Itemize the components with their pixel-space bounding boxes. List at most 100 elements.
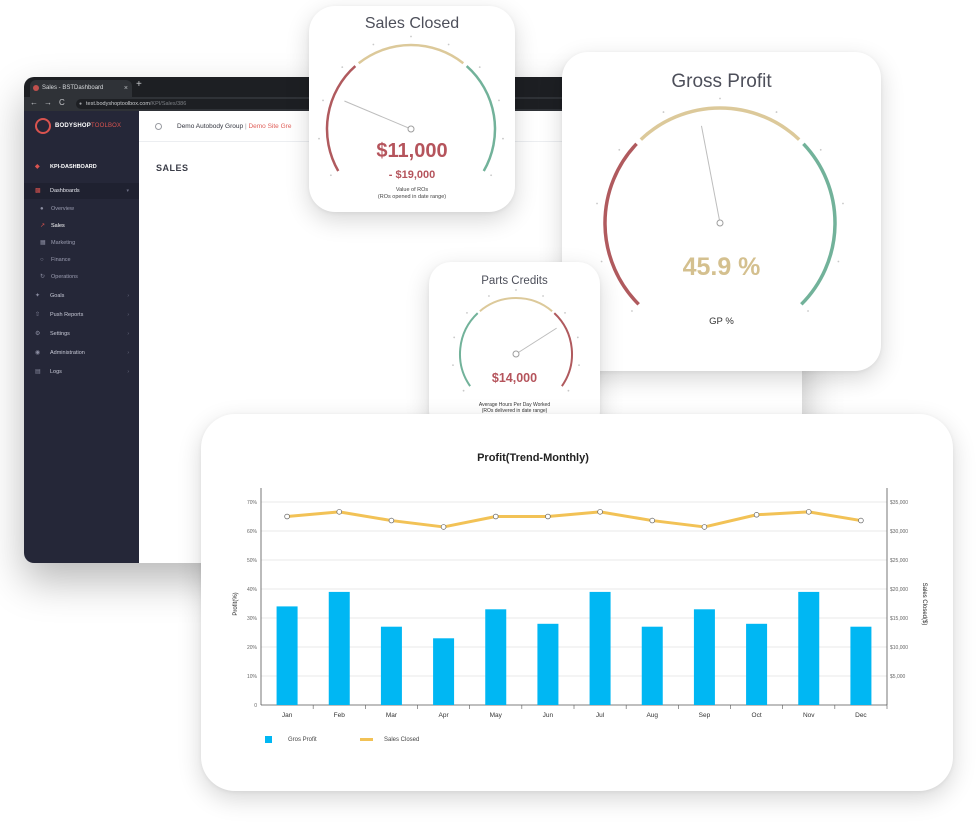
sidebar-item-finance[interactable]: ○ Finance [24, 252, 139, 269]
gauge-tick [600, 260, 603, 263]
gauge-tick [341, 66, 344, 69]
sidebar-item-push-reports[interactable]: ⇧ Push Reports › [24, 307, 139, 323]
parts-credits-value: $14,000 [491, 371, 538, 385]
x-tick-label: Dec [855, 712, 867, 719]
line-point [753, 512, 760, 518]
gauge-needle [344, 100, 412, 130]
x-tick-label: Jul [596, 712, 605, 719]
back-icon[interactable]: ← [30, 98, 38, 107]
sidebar-item-settings[interactable]: ⚙ Settings › [24, 326, 139, 342]
overview-icon: ● [40, 206, 44, 212]
gauge-arc-segment [800, 142, 837, 306]
sidebar-kpi-dashboard[interactable]: ◆ KPI-DASHBOARD [24, 159, 139, 175]
gross-profit-title: Gross Profit [671, 71, 772, 92]
gauge-tick [372, 43, 375, 46]
parts-credits-gauge [452, 289, 580, 392]
group-selector[interactable]: Demo Autobody Group | Demo Site Gre [177, 123, 291, 130]
line-point [858, 517, 864, 524]
bar [693, 609, 715, 705]
gauge-tick [564, 311, 566, 314]
gauge-tick [478, 66, 481, 69]
y2-tick-label: $25,000 [890, 558, 908, 564]
parts-credits-caption-2: (ROs delivered in date range) [481, 408, 548, 414]
y2-axis-label: Sales Closed($) [921, 583, 927, 626]
gauge-tick [618, 148, 621, 151]
sidebar-item-sales[interactable]: ↗ Sales [24, 218, 139, 235]
new-tab-icon[interactable]: + [136, 79, 142, 90]
legend-label-sales-closed: Sales Closed [384, 737, 419, 743]
close-tab-icon[interactable]: × [123, 85, 128, 92]
sales-closed-title: Sales Closed [364, 15, 460, 32]
x-tick-label: Feb [334, 712, 346, 719]
gauge-tick [329, 174, 332, 177]
gauge-hub [512, 350, 520, 358]
gross-profit-gauge [596, 97, 844, 312]
sales-closed-gauge [318, 35, 504, 177]
menu-toggle-icon[interactable] [155, 123, 162, 130]
y-tick-label: 70% [247, 500, 258, 506]
administration-icon: ◉ [35, 350, 41, 356]
gauge-tick [807, 310, 809, 312]
gauge-arc-segment [603, 142, 640, 306]
forward-icon[interactable]: → [44, 98, 52, 107]
line-point [597, 509, 603, 515]
sidebar-item-label: Dashboards [50, 188, 80, 194]
sidebar-item-overview[interactable]: ● Overview [24, 201, 139, 218]
url-path: /KPI/Sales/386 [149, 101, 187, 107]
logo-accent: TOOLBOX [90, 123, 122, 129]
x-tick-label: Sep [699, 712, 711, 719]
gauge-tick [542, 295, 544, 297]
settings-icon: ⚙ [35, 331, 41, 337]
x-tick-label: Jan [282, 712, 293, 719]
x-tick-label: Nov [803, 712, 815, 719]
gauge-tick [596, 202, 598, 205]
x-tick-label: May [490, 712, 503, 719]
line-point [805, 509, 812, 515]
x-tick-label: Aug [646, 712, 658, 719]
legend-swatch-bar [265, 736, 272, 743]
sidebar-item-dashboards[interactable]: ▩ Dashboards ▾ [24, 183, 139, 199]
gauge-tick [775, 111, 778, 113]
reload-icon[interactable]: C [59, 98, 65, 107]
gross-profit-caption: GP % [709, 316, 734, 327]
kpi-icon: ◆ [35, 164, 40, 170]
bar [433, 638, 455, 705]
gauge-needle [700, 125, 721, 224]
gauge-tick [452, 364, 454, 367]
sidebar-kpi-label: KPI-DASHBOARD [50, 164, 97, 170]
y-tick-label: 20% [247, 645, 258, 651]
sidebar-item-goals[interactable]: ✦ Goals › [24, 288, 139, 304]
sidebar-item-operations[interactable]: ↻ Operations [24, 269, 139, 286]
profit-trend-chart: Profit(Trend-Monthly) Profit(%) Sales Cl… [233, 452, 927, 743]
sidebar-item-label: Push Reports [50, 312, 84, 318]
y2-tick-label: $5,000 [890, 674, 906, 680]
parts-credits-caption: Average Hours Per Day Worked [478, 402, 551, 408]
bar [537, 623, 559, 705]
logs-icon: ▤ [35, 369, 41, 375]
logo-icon [35, 118, 51, 134]
legend-label-gros-profit: Gros Profit [288, 737, 317, 743]
tab-title: Sales - BSTDashboard [42, 85, 104, 91]
bar [641, 626, 663, 705]
sidebar-item-logs[interactable]: ▤ Logs › [24, 364, 139, 380]
sidebar-item-administration[interactable]: ◉ Administration › [24, 345, 139, 361]
sidebar-item-label: Overview [51, 206, 74, 212]
logo-main: BODYSHOP [55, 123, 91, 129]
y-tick-label: 40% [247, 587, 258, 593]
sidebar-item-marketing[interactable]: ▦ Marketing [24, 235, 139, 252]
sales-icon: ↗ [40, 223, 46, 229]
bar [276, 606, 298, 705]
line-point [649, 517, 656, 524]
lock-icon: ● [79, 101, 83, 107]
app-logo[interactable]: BODYSHOPTOOLBOX [35, 117, 121, 135]
sales-closed-sub-value: - $19,000 [388, 169, 436, 181]
chevron-right-icon: › [127, 312, 129, 318]
gauge-arc-segment [465, 65, 497, 172]
gross-profit-value: 45.9 % [682, 253, 761, 281]
browser-tab[interactable]: Sales - BSTDashboard × [30, 80, 132, 97]
sidebar: BODYSHOPTOOLBOX ◆ KPI-DASHBOARD ▩ Dashbo… [24, 111, 139, 563]
favicon-icon [33, 85, 39, 91]
sidebar-item-label: Administration [50, 350, 85, 356]
y2-tick-label: $30,000 [890, 529, 908, 535]
gauge-tick [488, 295, 490, 297]
